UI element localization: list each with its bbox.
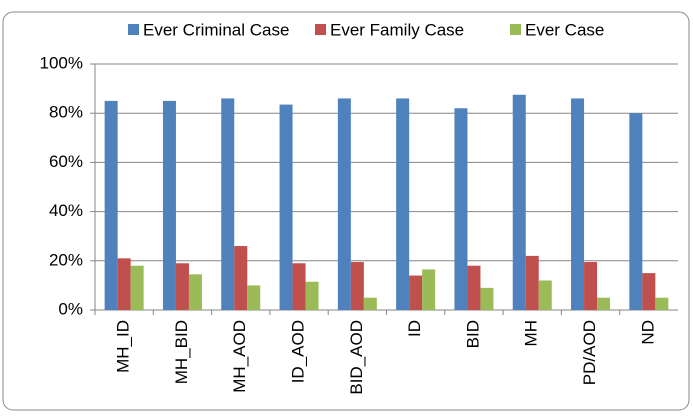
legend-swatch — [315, 24, 326, 35]
legend-label: Ever Family Case — [330, 20, 464, 39]
y-tick-label: 40% — [49, 201, 83, 220]
legend-swatch — [510, 24, 521, 35]
bar — [363, 297, 377, 310]
bar — [104, 100, 118, 311]
bar — [584, 262, 598, 310]
y-tick-label: 20% — [49, 250, 83, 269]
bar — [337, 98, 351, 310]
y-tick-label: 60% — [49, 152, 83, 171]
bar — [292, 263, 306, 310]
y-tick-label: 100% — [40, 53, 83, 72]
y-tick-label: 80% — [49, 103, 83, 122]
bar — [422, 269, 436, 310]
bar — [571, 98, 585, 310]
x-tick-label: ND — [638, 320, 657, 345]
bar — [642, 273, 656, 310]
bar — [525, 255, 539, 310]
bar — [130, 265, 144, 310]
bar — [175, 263, 189, 310]
y-tick-label: 0% — [58, 299, 83, 318]
bar — [597, 297, 611, 310]
x-tick-label: MH_ID — [114, 320, 133, 373]
bar — [234, 246, 248, 310]
bar — [629, 113, 643, 310]
bar — [396, 98, 410, 310]
x-tick-label: BID_AOD — [347, 320, 366, 395]
bar — [279, 104, 293, 310]
bar — [655, 297, 669, 310]
x-tick-label: MH_AOD — [230, 320, 249, 393]
bar — [467, 265, 481, 310]
bar — [409, 275, 423, 310]
bar — [247, 285, 261, 310]
x-tick-label: ID_AOD — [289, 320, 308, 383]
bar — [221, 98, 235, 310]
x-tick-label: PD/AOD — [580, 320, 599, 385]
bar — [454, 108, 468, 310]
bar — [305, 281, 319, 310]
legend-label: Ever Criminal Case — [143, 20, 289, 39]
x-tick-label: MH_BID — [172, 320, 191, 384]
x-tick-label: BID — [463, 320, 482, 348]
bar — [350, 262, 364, 310]
legend-swatch — [128, 24, 139, 35]
bar — [162, 100, 176, 311]
bar — [188, 274, 202, 310]
bar — [117, 258, 131, 310]
bar — [480, 287, 494, 310]
x-tick-label: MH — [522, 320, 541, 346]
legend-label: Ever Case — [525, 20, 604, 39]
bar — [538, 280, 552, 310]
bar — [512, 94, 526, 310]
x-tick-label: ID — [405, 320, 424, 337]
